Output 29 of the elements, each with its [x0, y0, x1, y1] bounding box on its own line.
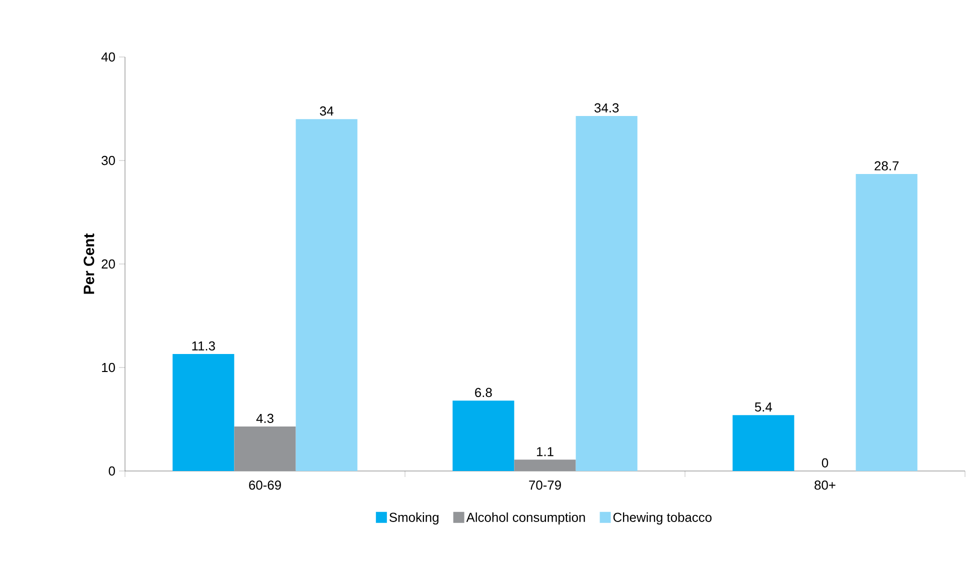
legend-label: Smoking	[389, 512, 438, 525]
bar	[234, 426, 296, 471]
legend-label: Alcohol consumption	[466, 512, 585, 525]
bar	[856, 174, 918, 471]
data-label: 11.3	[192, 341, 215, 351]
x-tick-label: 60-69	[249, 480, 281, 490]
bar	[576, 116, 638, 471]
bar	[732, 415, 794, 471]
y-tick-label: 40	[101, 52, 115, 62]
data-label: 28.7	[874, 161, 899, 170]
bar	[172, 354, 234, 471]
data-label: 6.8	[475, 388, 492, 398]
bar	[514, 460, 576, 471]
x-tick-label: 70-79	[529, 480, 561, 490]
y-tick-label: 20	[102, 259, 115, 269]
data-label: 1.1	[536, 447, 554, 456]
data-label: 5.4	[754, 402, 772, 412]
y-tick-label: 30	[102, 156, 115, 166]
x-tick-label: 80+	[814, 480, 836, 490]
y-tick-label: 0	[108, 466, 115, 476]
bar	[296, 119, 358, 471]
bar	[452, 400, 514, 471]
data-label: 4.3	[256, 414, 274, 423]
data-label: 34.3	[594, 103, 619, 112]
data-label: 34	[320, 106, 334, 116]
y-tick-label: 10	[102, 362, 115, 372]
data-label: 0	[822, 458, 828, 468]
y-axis-title: Per Cent	[84, 233, 94, 294]
legend-label: Chewing tobacco	[613, 512, 712, 525]
